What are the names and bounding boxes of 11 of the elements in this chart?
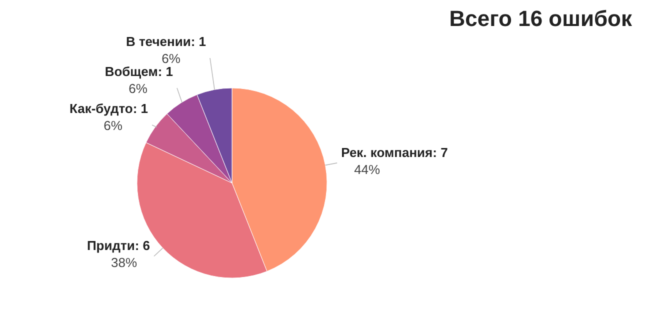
- data-label: 38%: [110, 255, 138, 270]
- data-label: 6%: [128, 81, 148, 96]
- data-label: 44%: [354, 162, 381, 177]
- slice-label: В течении: 1: [126, 34, 206, 49]
- slice-label: Вобщем: 1: [104, 64, 173, 79]
- text: Всего 16 ошибок: [449, 6, 633, 31]
- slice-label: Рек. компания: 7: [341, 144, 448, 160]
- slice-label: Придти: 6: [86, 238, 150, 254]
- slice-label: Как-будто: 1: [70, 101, 148, 116]
- data-label: 6%: [162, 51, 181, 66]
- data-label: 6%: [104, 118, 123, 133]
